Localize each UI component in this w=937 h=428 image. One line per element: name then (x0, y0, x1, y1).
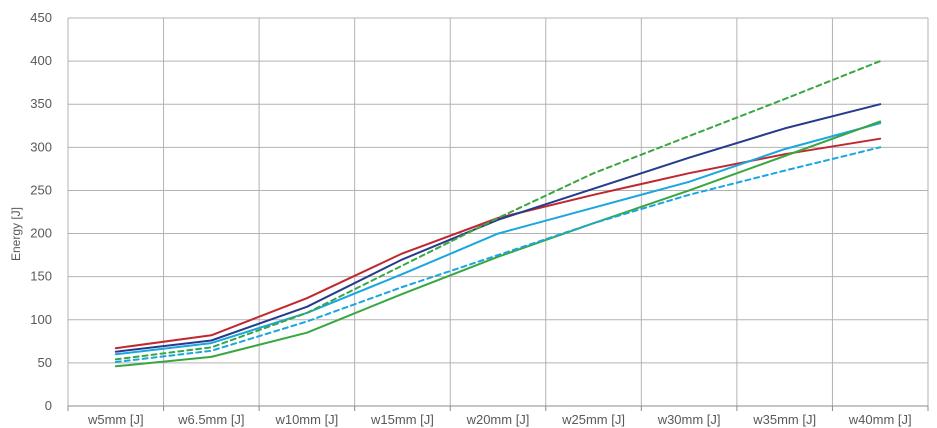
y-axis-label: Energy [J] (9, 207, 23, 261)
series-line-6 (114, 146, 882, 363)
tick-labels: 0 50 100 150 200 250 300 350 400 450 w5mm [J] w6.5m… (30, 10, 911, 427)
y-tick-label: 250 (30, 182, 52, 197)
y-tick-label: 200 (30, 226, 52, 241)
x-tick-label: w15mm [J] (370, 412, 434, 427)
series-line-4 (114, 120, 882, 368)
y-tick-label: 300 (30, 139, 52, 154)
y-tick-label: 150 (30, 269, 52, 284)
y-tick-label: 450 (30, 10, 52, 25)
series-group (114, 60, 882, 368)
y-tick-label: 50 (38, 355, 52, 370)
series-line-3 (114, 122, 882, 356)
y-tick-label: 0 (45, 398, 52, 413)
y-tick-label: 350 (30, 96, 52, 111)
series-line-2 (114, 103, 882, 353)
series-line-5 (114, 60, 882, 361)
series-line-1 (114, 137, 882, 350)
x-tick-label: w10mm [J] (274, 412, 338, 427)
x-tick-label: w35mm [J] (752, 412, 816, 427)
x-tick-label: w20mm [J] (466, 412, 530, 427)
x-tick-label: w30mm [J] (657, 412, 721, 427)
axes (67, 405, 929, 411)
y-tick-label: 100 (30, 312, 52, 327)
x-tick-label: w25mm [J] (561, 412, 625, 427)
x-tick-label: w5mm [J] (87, 412, 144, 427)
grid (67, 17, 929, 406)
y-tick-label: 400 (30, 53, 52, 68)
x-tick-label: w6.5mm [J] (177, 412, 244, 427)
x-tick-label: w40mm [J] (848, 412, 912, 427)
